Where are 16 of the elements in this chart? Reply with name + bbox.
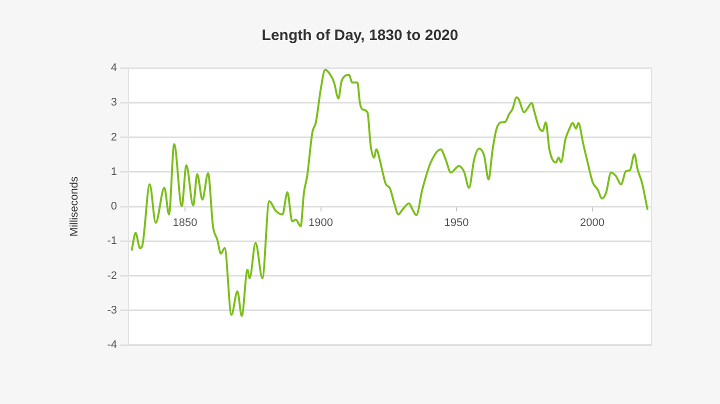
y-tick-label: -1 (107, 235, 117, 248)
y-tick-label: 1 (110, 166, 117, 178)
y-tick-label: 3 (110, 96, 117, 109)
x-tick-label: 1950 (444, 217, 469, 230)
chart-title: Length of Day, 1830 to 2020 (262, 27, 458, 44)
y-tick-label: 2 (110, 131, 117, 144)
y-tick-label: -4 (107, 339, 117, 352)
y-tick-label: 0 (110, 200, 117, 213)
y-axis-title: Milliseconds (68, 176, 81, 236)
y-tick-label: -3 (107, 304, 117, 316)
x-tick-label: 2000 (580, 217, 605, 230)
y-tick-label: 4 (110, 62, 117, 74)
line-series (130, 68, 648, 317)
x-tick-label: 1850 (172, 217, 198, 230)
x-tick-label: 1900 (308, 217, 334, 230)
y-tick-label: -2 (107, 270, 117, 282)
